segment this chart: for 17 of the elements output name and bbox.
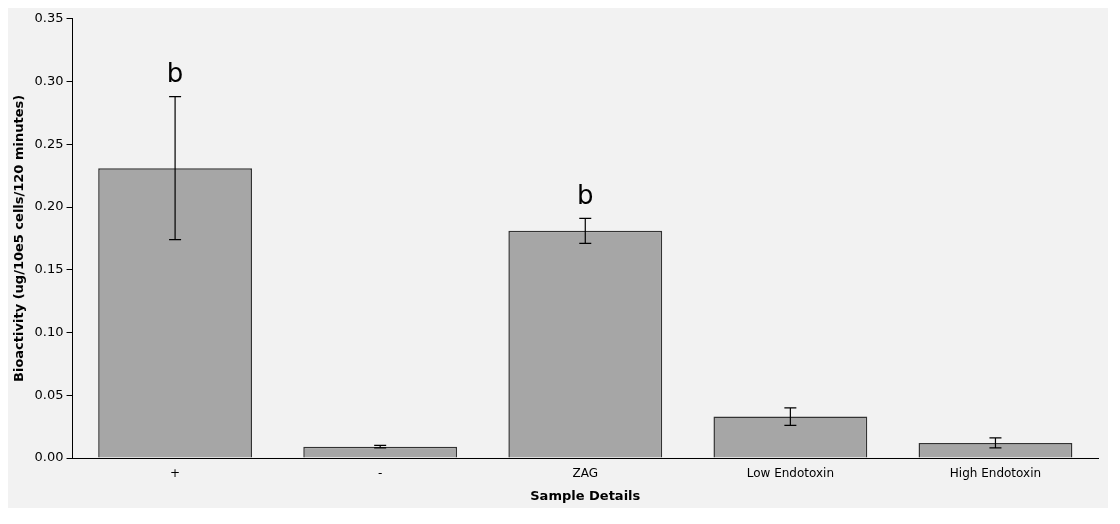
y-tick-label: 0.35 — [34, 10, 64, 26]
x-tick-label: - — [378, 466, 383, 481]
y-tick-label: 0.15 — [34, 261, 64, 277]
y-tick-label: 0.30 — [34, 72, 64, 88]
x-tick-label: ZAG — [572, 466, 599, 481]
y-tick-label: 0.05 — [34, 386, 64, 402]
annotation: b — [166, 58, 184, 89]
x-tick-label: High Endotoxin — [949, 466, 1042, 481]
x-tick-label: Low Endotoxin — [746, 466, 835, 481]
y-tick-label: 0.10 — [34, 323, 64, 339]
y-tick-label: 0.25 — [34, 135, 64, 151]
x-tick-label: + — [170, 466, 181, 481]
x-axis-title: Sample Details — [530, 487, 641, 503]
y-tick-label: 0.00 — [34, 449, 64, 465]
y-axis-title: Bioactivity (ug/10e5 cells/120 minutes) — [11, 94, 27, 382]
annotation: b — [577, 180, 594, 211]
y-tick-label: 0.20 — [34, 198, 64, 214]
